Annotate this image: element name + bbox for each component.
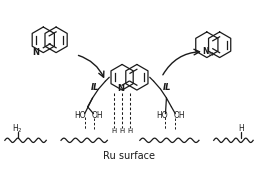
Text: H: H <box>112 129 117 134</box>
Text: H: H <box>208 52 213 57</box>
Text: IL: IL <box>91 83 100 92</box>
Text: IL: IL <box>163 83 172 92</box>
Text: HO: HO <box>74 111 86 120</box>
Text: OH: OH <box>173 111 185 120</box>
Text: N: N <box>118 84 125 93</box>
Text: N: N <box>33 48 39 57</box>
Text: H: H <box>238 124 244 133</box>
Text: H: H <box>119 129 125 134</box>
Text: N: N <box>203 47 209 56</box>
Text: H: H <box>127 129 133 134</box>
Text: Ru surface: Ru surface <box>103 151 155 161</box>
Text: H$_2$: H$_2$ <box>12 122 23 135</box>
Text: OH: OH <box>92 111 103 120</box>
Text: HO: HO <box>157 111 168 120</box>
